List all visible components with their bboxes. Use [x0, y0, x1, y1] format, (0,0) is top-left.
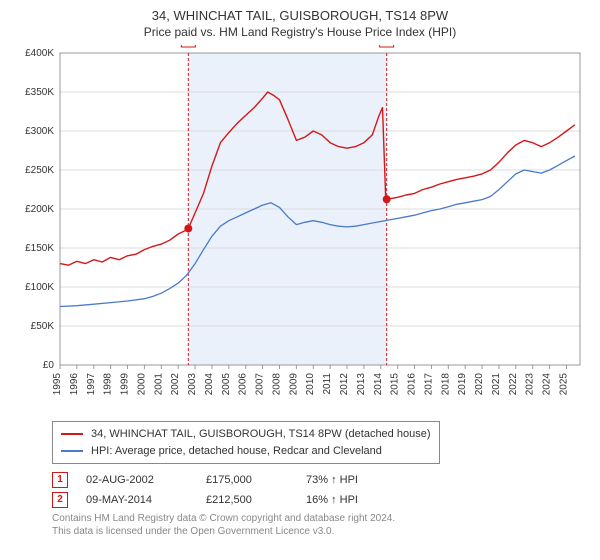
svg-text:2001: 2001 — [153, 373, 164, 396]
svg-text:1997: 1997 — [86, 373, 97, 396]
chart-container: 34, WHINCHAT TAIL, GUISBOROUGH, TS14 8PW… — [0, 0, 600, 544]
svg-text:2010: 2010 — [305, 373, 316, 396]
svg-text:2021: 2021 — [491, 373, 502, 396]
svg-text:£100K: £100K — [25, 282, 54, 293]
svg-text:2020: 2020 — [474, 373, 485, 396]
svg-text:£150K: £150K — [25, 243, 54, 254]
svg-text:2019: 2019 — [457, 373, 468, 396]
svg-text:2009: 2009 — [288, 373, 299, 396]
svg-text:2014: 2014 — [373, 373, 384, 396]
svg-text:2015: 2015 — [390, 373, 401, 396]
legend-item: HPI: Average price, detached house, Redc… — [61, 443, 431, 460]
chart-subtitle: Price paid vs. HM Land Registry's House … — [12, 25, 588, 39]
event-hpi: 16% ↑ HPI — [306, 494, 406, 506]
footer-line-1: Contains HM Land Registry data © Crown c… — [52, 512, 588, 525]
svg-text:2023: 2023 — [525, 373, 536, 396]
event-hpi: 73% ↑ HPI — [306, 474, 406, 486]
svg-text:2003: 2003 — [187, 373, 198, 396]
svg-text:2006: 2006 — [238, 373, 249, 396]
svg-text:2012: 2012 — [339, 373, 350, 396]
event-number-box: 2 — [52, 492, 68, 508]
footer-attribution: Contains HM Land Registry data © Crown c… — [52, 512, 588, 538]
svg-text:1998: 1998 — [103, 373, 114, 396]
svg-text:1999: 1999 — [120, 373, 131, 396]
svg-text:2004: 2004 — [204, 373, 215, 396]
legend-swatch — [61, 450, 83, 452]
svg-text:2005: 2005 — [221, 373, 232, 396]
svg-text:2008: 2008 — [271, 373, 282, 396]
svg-text:2013: 2013 — [356, 373, 367, 396]
svg-text:£350K: £350K — [25, 87, 54, 98]
svg-text:1: 1 — [186, 45, 192, 47]
svg-text:2022: 2022 — [508, 373, 519, 396]
chart-plot-area: £0 £50K £100K £150K £200K £250K £300K £350K £400… — [12, 45, 588, 415]
legend-item: 34, WHINCHAT TAIL, GUISBOROUGH, TS14 8PW… — [61, 426, 431, 443]
event-price: £212,500 — [206, 494, 306, 506]
svg-text:£0: £0 — [43, 360, 55, 371]
svg-text:2018: 2018 — [440, 373, 451, 396]
legend-label: HPI: Average price, detached house, Redc… — [91, 443, 382, 460]
event-row: 1 02-AUG-2002£175,00073% ↑ HPI — [52, 472, 588, 488]
event-price: £175,000 — [206, 474, 306, 486]
event-table: 1 02-AUG-2002£175,00073% ↑ HPI 2 09-MAY-201… — [52, 472, 588, 508]
svg-text:£250K: £250K — [25, 165, 54, 176]
svg-text:2024: 2024 — [542, 373, 553, 396]
svg-text:£300K: £300K — [25, 126, 54, 137]
line-chart-svg: £0 £50K £100K £150K £200K £250K £300K £350K £400… — [12, 45, 588, 415]
footer-line-2: This data is licensed under the Open Gov… — [52, 525, 588, 538]
svg-text:2011: 2011 — [322, 373, 333, 395]
svg-text:2007: 2007 — [255, 373, 266, 396]
svg-text:2017: 2017 — [423, 373, 434, 396]
event-row: 2 09-MAY-2014£212,50016% ↑ HPI — [52, 492, 588, 508]
svg-text:1996: 1996 — [69, 373, 80, 396]
chart-title: 34, WHINCHAT TAIL, GUISBOROUGH, TS14 8PW — [12, 8, 588, 23]
svg-text:£400K: £400K — [25, 48, 54, 59]
svg-text:2002: 2002 — [170, 373, 181, 396]
svg-text:2025: 2025 — [558, 373, 569, 396]
legend: 34, WHINCHAT TAIL, GUISBOROUGH, TS14 8PW… — [52, 421, 440, 464]
legend-label: 34, WHINCHAT TAIL, GUISBOROUGH, TS14 8PW… — [91, 426, 431, 443]
svg-text:£50K: £50K — [31, 321, 55, 332]
svg-text:2016: 2016 — [407, 373, 418, 396]
svg-text:2: 2 — [384, 45, 390, 47]
svg-text:£200K: £200K — [25, 204, 54, 215]
legend-swatch — [61, 433, 83, 435]
event-date: 02-AUG-2002 — [86, 474, 206, 486]
svg-text:1995: 1995 — [52, 373, 63, 396]
event-date: 09-MAY-2014 — [86, 494, 206, 506]
event-number-box: 1 — [52, 472, 68, 488]
svg-text:2000: 2000 — [136, 373, 147, 396]
